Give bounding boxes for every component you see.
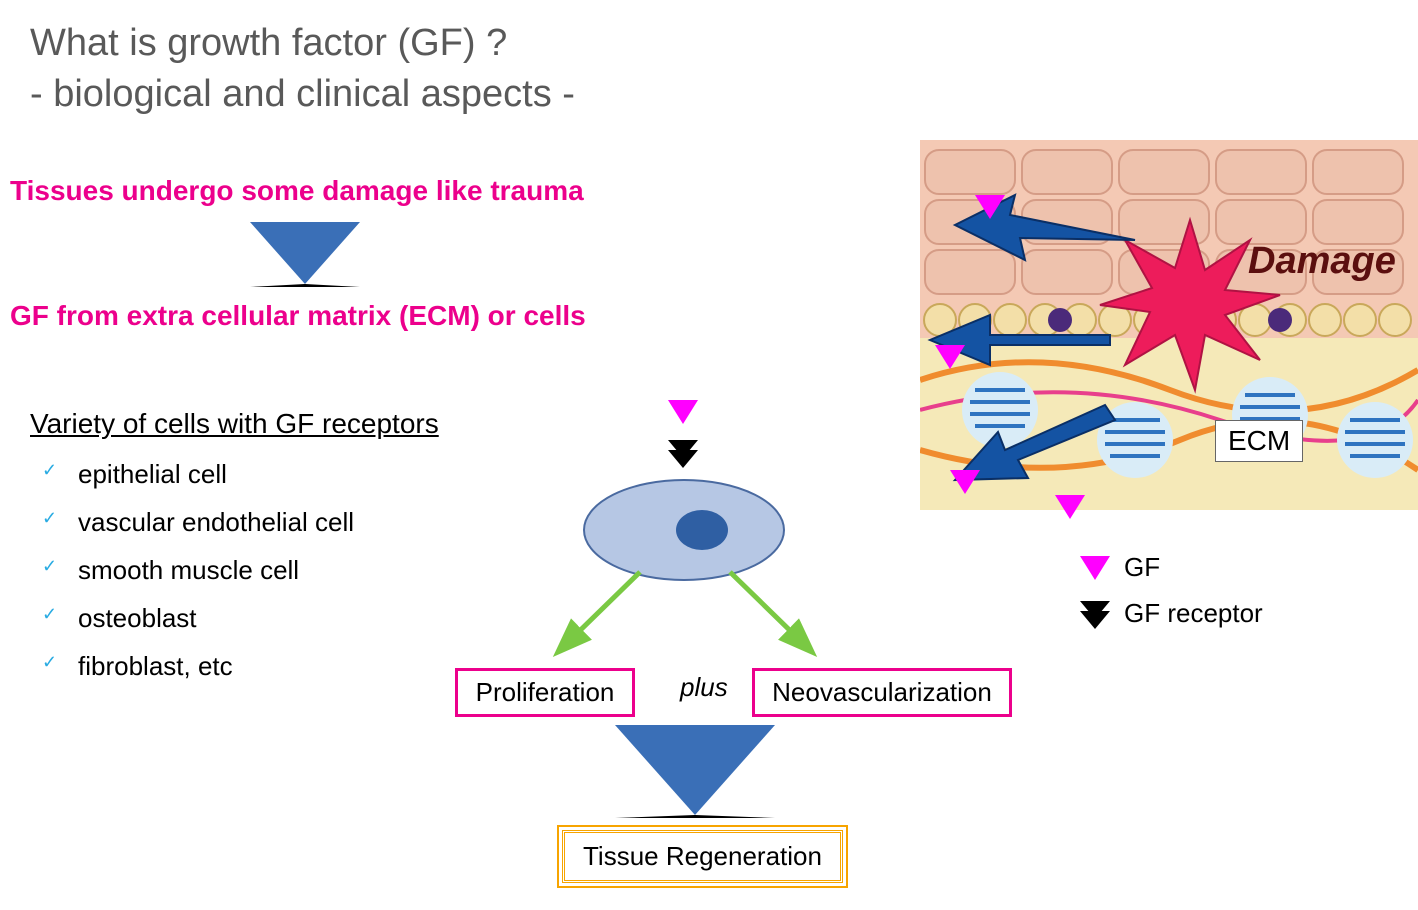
gf-triangle-icon	[1080, 556, 1110, 580]
list-item: vascular endothelial cell	[30, 498, 439, 546]
receptor-chevron-icon	[1080, 601, 1110, 627]
gf-marker-icon	[975, 195, 1005, 219]
cell-body-icon	[584, 480, 784, 580]
gf-marker-icon	[668, 400, 698, 424]
gf-marker-icon	[1055, 495, 1085, 519]
outcome-plus: plus	[680, 672, 728, 703]
title-line2: - biological and clinical aspects -	[30, 69, 575, 120]
gf-marker-icon	[950, 470, 980, 494]
legend-gf: GF	[1080, 552, 1160, 583]
legend-receptor: GF receptor	[1080, 598, 1263, 629]
cell-list-block: Variety of cells with GF receptors epith…	[30, 408, 439, 690]
cell-list-title: Variety of cells with GF receptors	[30, 408, 439, 440]
outcome-proliferation: Proliferation	[455, 668, 635, 717]
ecm-label: ECM	[1215, 420, 1303, 462]
flow-arrow-1-icon	[250, 222, 360, 287]
green-arrow-right-icon	[730, 572, 810, 650]
cell-list: epithelial cell vascular endothelial cel…	[30, 450, 439, 690]
gf-marker-icon	[935, 345, 965, 369]
step2-text: GF from extra cellular matrix (ECM) or c…	[10, 300, 586, 332]
damage-label: Damage	[1248, 240, 1396, 283]
list-item: epithelial cell	[30, 450, 439, 498]
title-line1: What is growth factor (GF) ?	[30, 18, 575, 69]
green-arrow-left-icon	[560, 572, 640, 650]
outcome-neovascularization: Neovascularization	[752, 668, 1012, 717]
step1-text: Tissues undergo some damage like trauma	[10, 175, 584, 207]
legend-receptor-text: GF receptor	[1124, 598, 1263, 629]
list-item: fibroblast, etc	[30, 642, 439, 690]
receptor-marker-icon	[668, 440, 698, 466]
list-item: osteoblast	[30, 594, 439, 642]
cell-nucleus-icon	[676, 510, 728, 550]
title-block: What is growth factor (GF) ? - biologica…	[30, 18, 575, 121]
flow-arrow-2-icon	[615, 725, 775, 818]
legend-gf-text: GF	[1124, 552, 1160, 583]
list-item: smooth muscle cell	[30, 546, 439, 594]
final-tissue-regeneration: Tissue Regeneration	[562, 830, 843, 883]
